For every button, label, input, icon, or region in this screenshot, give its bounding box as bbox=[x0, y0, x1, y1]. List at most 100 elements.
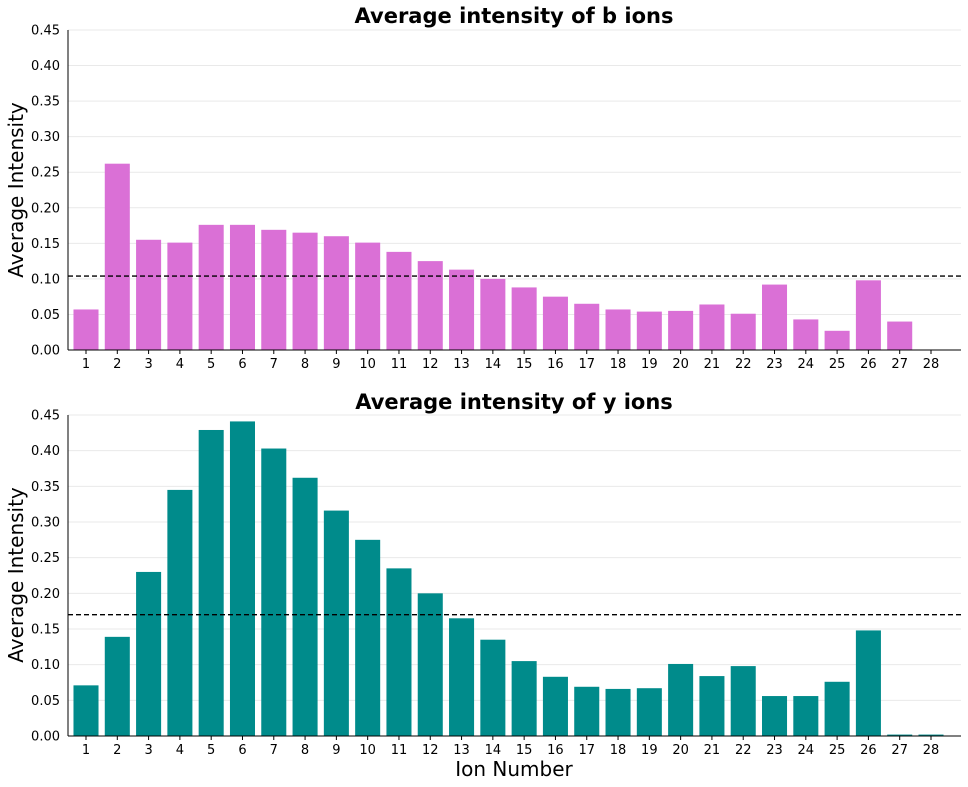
y-ions-panel: Average intensity of y ions Average Inte… bbox=[4, 390, 961, 781]
b-ions-y-tick-label: 0.20 bbox=[31, 201, 60, 216]
b-ions-x-tick-label: 12 bbox=[422, 357, 439, 372]
b-ions-bar bbox=[762, 284, 788, 350]
b-ions-y-tick-label: 0.25 bbox=[31, 166, 60, 181]
b-ions-x-tick-label: 7 bbox=[270, 357, 278, 372]
b-ions-y-tick-label: 0.40 bbox=[31, 59, 60, 74]
y-ions-x-tick-label: 2 bbox=[113, 743, 121, 758]
y-ions-x-tick-label: 23 bbox=[766, 743, 783, 758]
y-ions-bar bbox=[104, 636, 130, 736]
y-ions-bar bbox=[386, 568, 412, 736]
y-ions-x-tick-label: 5 bbox=[207, 743, 215, 758]
y-ions-bar bbox=[449, 618, 475, 736]
y-ions-bar bbox=[605, 688, 631, 736]
b-ions-bar bbox=[198, 224, 224, 350]
b-ions-y-tick-label: 0.35 bbox=[31, 95, 60, 110]
y-ions-x-axis-label: Ion Number bbox=[455, 757, 573, 781]
y-ions-x-tick-label: 28 bbox=[923, 743, 940, 758]
y-ions-bar bbox=[198, 429, 224, 736]
b-ions-bar bbox=[104, 163, 130, 350]
y-ions-x-tick-label: 16 bbox=[547, 743, 564, 758]
y-ions-bar bbox=[167, 489, 193, 736]
y-ions-bar bbox=[855, 630, 881, 736]
b-ions-x-tick-label: 14 bbox=[485, 357, 502, 372]
b-ions-bar bbox=[323, 236, 349, 350]
b-ions-bar bbox=[480, 278, 506, 350]
y-ions-x-tick-label: 15 bbox=[516, 743, 533, 758]
b-ions-bar bbox=[449, 269, 475, 350]
y-ions-bar bbox=[292, 477, 318, 736]
b-ions-x-tick-label: 25 bbox=[829, 357, 846, 372]
b-ions-bar bbox=[355, 242, 381, 350]
b-ions-bar bbox=[167, 242, 193, 350]
y-ions-x-tick-label: 9 bbox=[332, 743, 340, 758]
b-ions-bar bbox=[887, 321, 913, 350]
y-ions-bar bbox=[261, 448, 287, 736]
b-ions-bar bbox=[261, 229, 287, 350]
y-ions-x-tick-label: 8 bbox=[301, 743, 309, 758]
y-ions-x-tick-label: 27 bbox=[891, 743, 908, 758]
y-ions-y-tick-label: 0.35 bbox=[31, 480, 60, 495]
b-ions-bar bbox=[229, 224, 255, 350]
b-ions-title: Average intensity of b ions bbox=[355, 4, 674, 28]
y-ions-x-tick-label: 22 bbox=[735, 743, 752, 758]
b-ions-x-tick-label: 23 bbox=[766, 357, 783, 372]
b-ions-bar bbox=[136, 239, 162, 350]
b-ions-y-axis-label: Average Intensity bbox=[4, 102, 28, 278]
y-ions-y-tick-label: 0.30 bbox=[31, 516, 60, 531]
b-ions-bar bbox=[574, 303, 600, 350]
b-ions-x-tick-label: 16 bbox=[547, 357, 564, 372]
y-ions-x-tick-label: 6 bbox=[238, 743, 246, 758]
y-ions-y-tick-label: 0.15 bbox=[31, 623, 60, 638]
y-ions-y-tick-label: 0.20 bbox=[31, 587, 60, 602]
b-ions-y-tick-label: 0.10 bbox=[31, 272, 60, 287]
y-ions-bar bbox=[511, 661, 537, 736]
y-ions-bar bbox=[229, 421, 255, 736]
y-ions-x-tick-label: 1 bbox=[82, 743, 90, 758]
y-ions-bar bbox=[887, 734, 913, 736]
b-ions-x-tick-label: 5 bbox=[207, 357, 215, 372]
b-ions-bar bbox=[636, 311, 662, 350]
b-ions-x-tick-label: 4 bbox=[176, 357, 184, 372]
y-ions-x-tick-label: 21 bbox=[704, 743, 721, 758]
b-ions-x-tick-label: 3 bbox=[144, 357, 152, 372]
y-ions-bar bbox=[323, 510, 349, 736]
b-ions-bar bbox=[730, 313, 756, 350]
y-ions-x-tick-label: 26 bbox=[860, 743, 877, 758]
y-ions-x-tick-label: 25 bbox=[829, 743, 846, 758]
b-ions-y-tick-label: 0.45 bbox=[31, 24, 60, 39]
b-ions-x-tick-label: 17 bbox=[578, 357, 595, 372]
y-ions-x-tick-label: 12 bbox=[422, 743, 439, 758]
b-ions-x-tick-label: 26 bbox=[860, 357, 877, 372]
y-ions-bar bbox=[480, 639, 506, 736]
b-ions-bar bbox=[386, 251, 412, 350]
y-ions-x-tick-label: 19 bbox=[641, 743, 658, 758]
y-ions-y-tick-label: 0.05 bbox=[31, 694, 60, 709]
y-ions-bar bbox=[793, 696, 819, 736]
y-ions-x-tick-label: 11 bbox=[391, 743, 408, 758]
b-ions-y-tick-label: 0.05 bbox=[31, 308, 60, 323]
y-ions-x-tick-label: 4 bbox=[176, 743, 184, 758]
y-ions-x-tick-label: 3 bbox=[144, 743, 152, 758]
y-ions-bar bbox=[918, 734, 944, 736]
b-ions-panel: Average intensity of b ions Average Inte… bbox=[4, 4, 961, 372]
b-ions-x-tick-label: 24 bbox=[798, 357, 815, 372]
y-ions-bar bbox=[136, 571, 162, 736]
b-ions-x-tick-label: 21 bbox=[704, 357, 721, 372]
b-ions-bar bbox=[605, 309, 631, 350]
b-ions-x-tick-label: 13 bbox=[453, 357, 470, 372]
y-ions-bar bbox=[574, 686, 600, 736]
y-ions-x-tick-label: 13 bbox=[453, 743, 470, 758]
b-ions-x-tick-label: 10 bbox=[359, 357, 376, 372]
b-ions-bar bbox=[417, 261, 443, 350]
b-ions-bar bbox=[793, 319, 819, 350]
b-ions-bar bbox=[292, 232, 318, 350]
y-ions-bar bbox=[542, 676, 568, 736]
y-ions-bar bbox=[699, 676, 725, 736]
y-ions-y-axis-label: Average Intensity bbox=[4, 487, 28, 663]
y-ions-x-tick-label: 17 bbox=[578, 743, 595, 758]
b-ions-x-tick-label: 28 bbox=[923, 357, 940, 372]
y-ions-x-tick-label: 20 bbox=[672, 743, 689, 758]
b-ions-x-tick-label: 1 bbox=[82, 357, 90, 372]
b-ions-bar bbox=[73, 309, 99, 350]
y-ions-bar bbox=[824, 681, 850, 736]
